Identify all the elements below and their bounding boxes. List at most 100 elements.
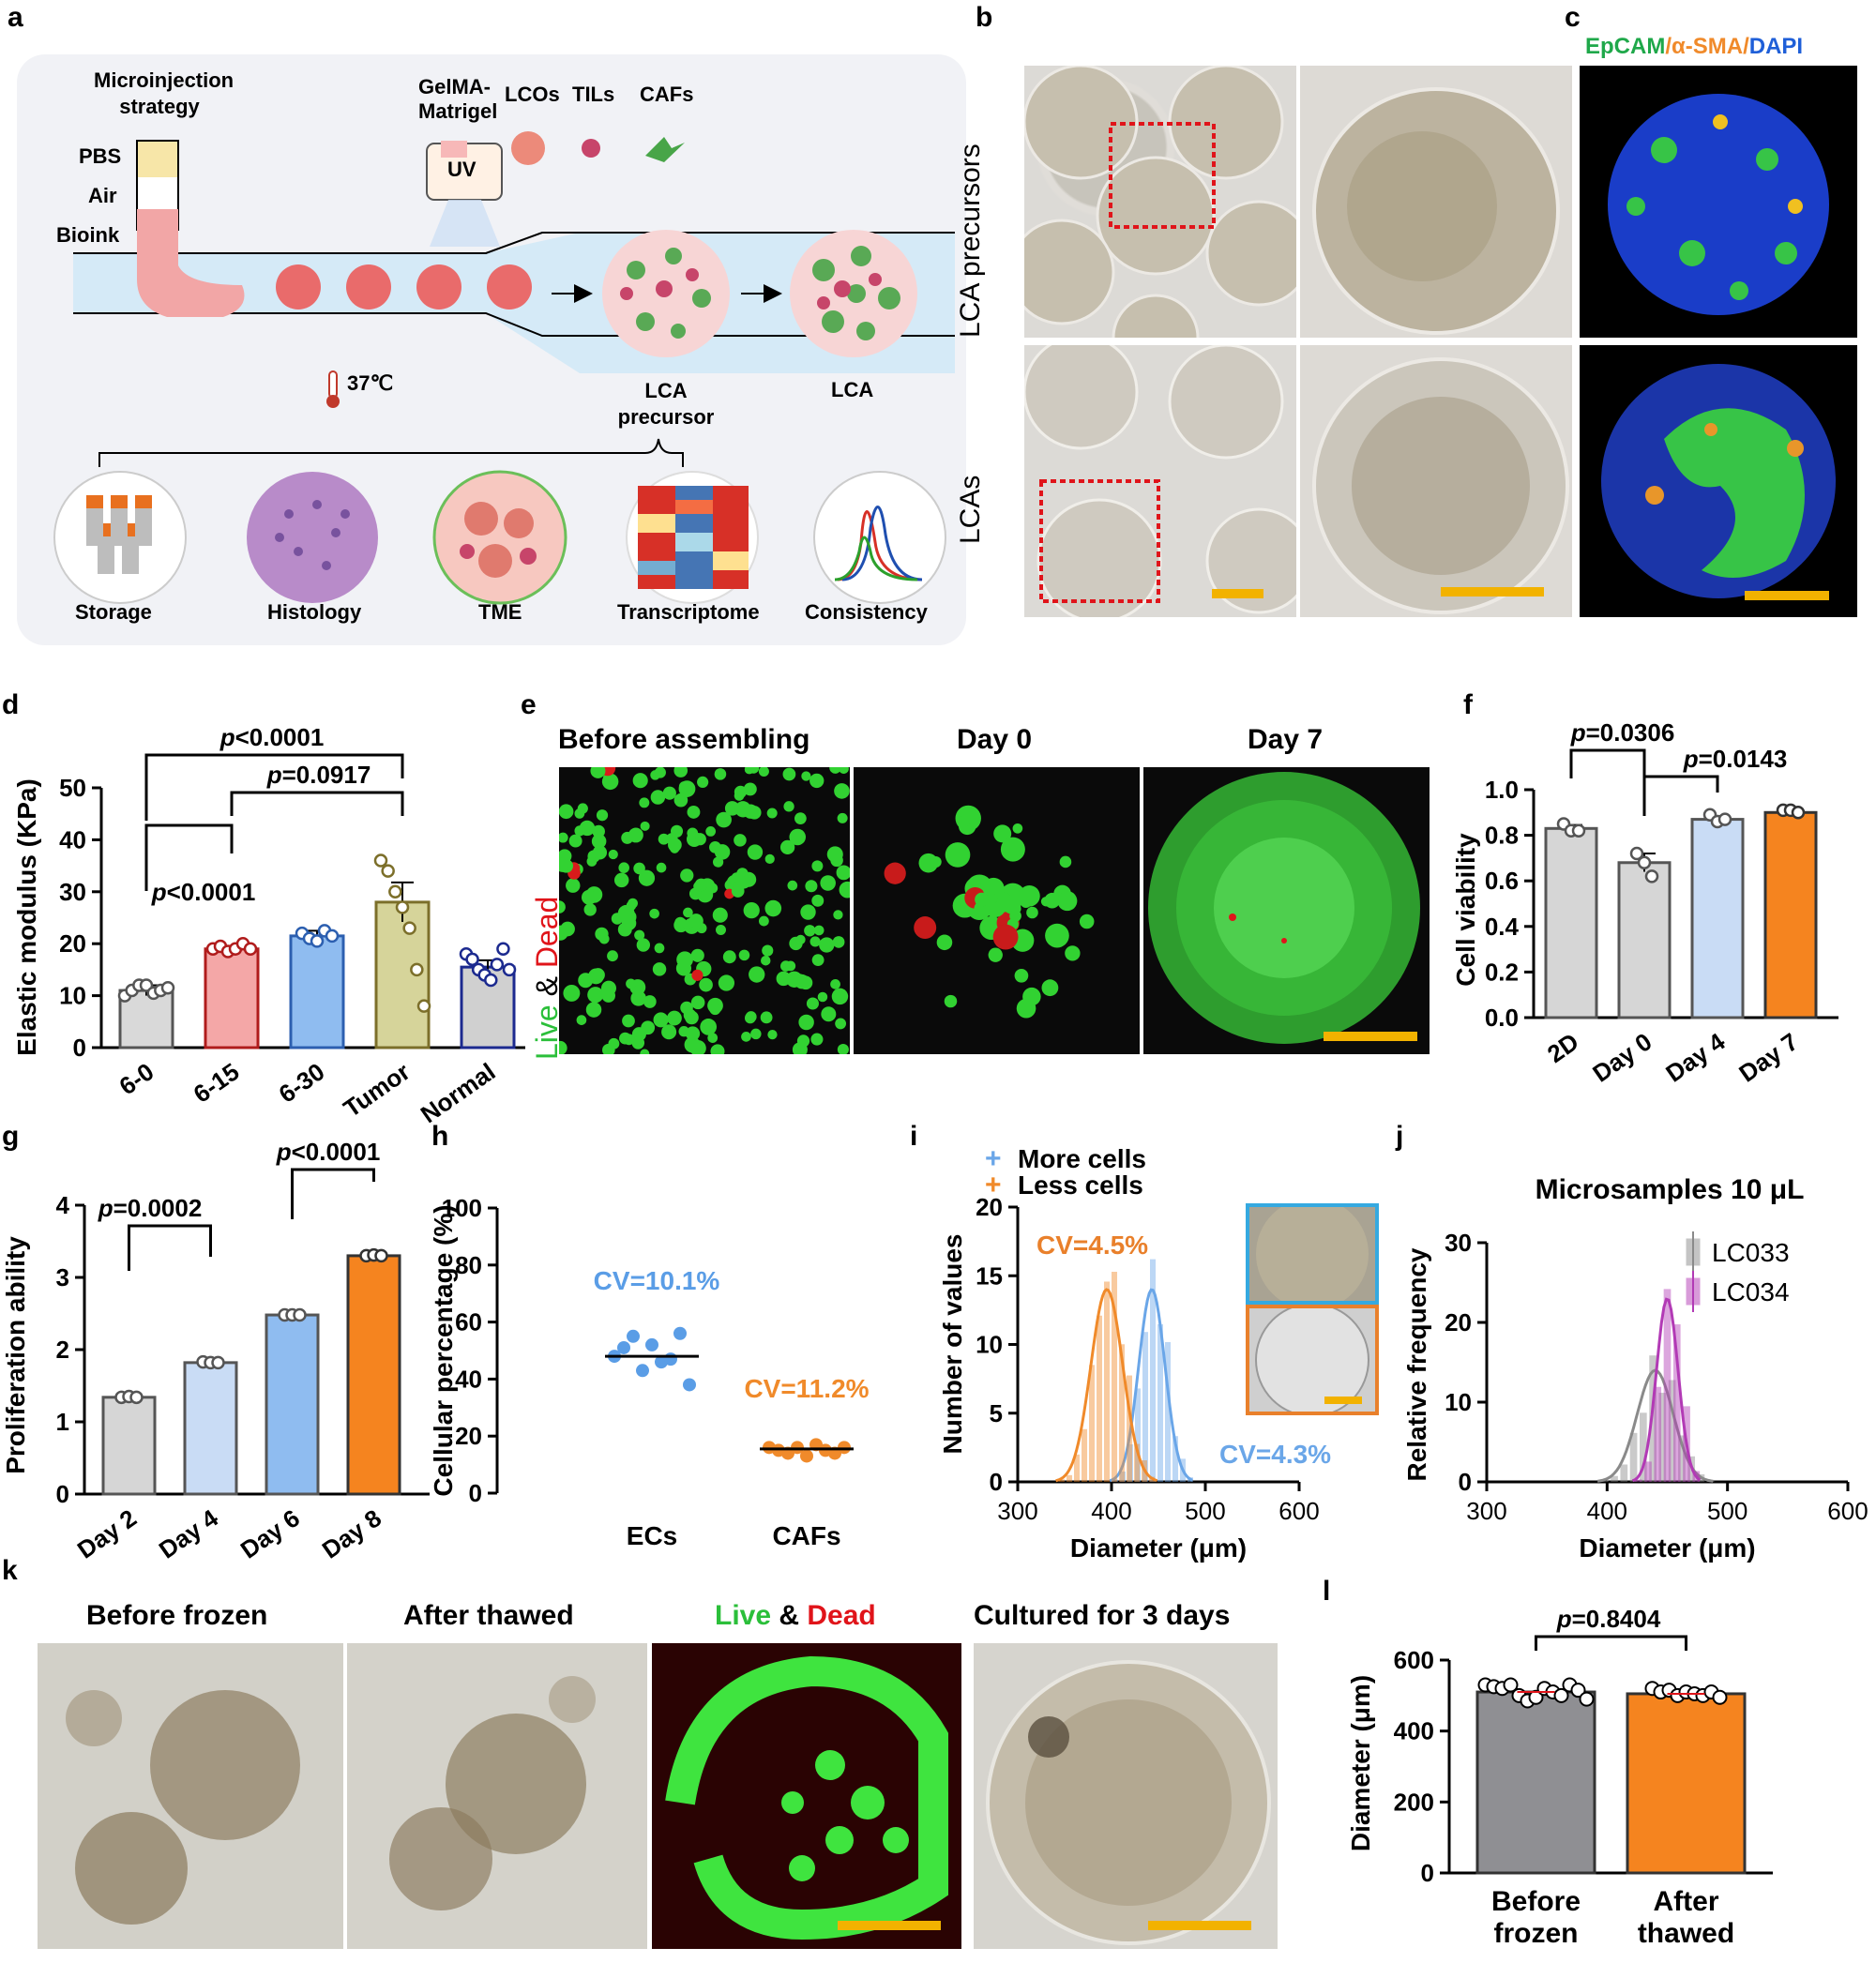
data-point xyxy=(1644,869,1659,883)
histogram-bar xyxy=(1629,1432,1638,1482)
y-axis-label: Proliferation ability xyxy=(1,1236,30,1474)
cell-dot xyxy=(749,966,765,983)
data-point xyxy=(490,958,505,972)
cell-dot xyxy=(758,767,769,777)
bar xyxy=(289,934,345,1049)
inset-more-cells xyxy=(1246,1203,1379,1305)
x-tick-label: Day 4 xyxy=(1660,1027,1730,1088)
cell-dot xyxy=(741,1032,751,1042)
cell-dot xyxy=(758,915,769,927)
data-point xyxy=(1579,1691,1595,1707)
p-value-label: p=0.8404 xyxy=(1556,1605,1661,1633)
cell-dot xyxy=(662,786,676,800)
channel-bottom-wall xyxy=(73,312,955,337)
droplet xyxy=(346,264,391,310)
fit-curve xyxy=(1631,1297,1702,1483)
data-point xyxy=(1570,1683,1586,1699)
cell-dot xyxy=(747,844,764,860)
cell-dot xyxy=(559,804,574,820)
cell-dot xyxy=(578,973,594,989)
data-point xyxy=(410,962,424,977)
cell-dot xyxy=(656,862,667,873)
app-consistency: Consistency xyxy=(805,600,928,624)
cell-dot xyxy=(993,824,1012,843)
cell-dot xyxy=(716,811,732,828)
stain-epcam: EpCAM xyxy=(1585,34,1666,59)
x-tick-label: 6-15 xyxy=(189,1057,245,1108)
cell-dot xyxy=(596,809,609,822)
cell-dot xyxy=(718,974,735,991)
cell-dot xyxy=(639,797,650,808)
cv-label: CV=4.5% xyxy=(1036,1231,1148,1260)
p-value-label: p=0.0306 xyxy=(1570,718,1675,747)
chart-title: Microsamples 10 μL xyxy=(1536,1174,1805,1205)
caf-icon xyxy=(645,137,685,162)
y-tick-label: 100 xyxy=(442,1194,482,1222)
x-tick-label: thawed xyxy=(1638,1918,1734,1949)
cell-dot xyxy=(744,1012,756,1024)
app-tme: TME xyxy=(478,600,522,624)
histogram-bar xyxy=(1600,1480,1609,1482)
histogram-bar xyxy=(1672,1324,1681,1482)
e-title-before: Before assembling xyxy=(558,724,810,755)
data-point xyxy=(1629,846,1644,861)
micrograph-before-frozen xyxy=(38,1643,343,1949)
y-tick-label: 0.4 xyxy=(1485,913,1520,941)
y-tick-label: 1.0 xyxy=(1485,776,1519,804)
histogram-bar xyxy=(1067,1474,1072,1482)
cell-dot xyxy=(1045,923,1069,948)
cell-dot xyxy=(680,868,694,883)
data-point xyxy=(484,973,498,988)
cell-dot xyxy=(743,782,757,796)
histogram-bar xyxy=(1639,1412,1647,1482)
data-point xyxy=(1712,1689,1728,1705)
y-tick-label: 5 xyxy=(990,1399,1003,1427)
y-tick-label: 400 xyxy=(1394,1717,1434,1745)
x-tick-label: ECs xyxy=(627,1521,677,1550)
thermometer-icon xyxy=(328,370,338,399)
cell-dot xyxy=(1041,979,1059,997)
cell-dot xyxy=(722,950,736,964)
cell-dot xyxy=(688,914,704,929)
micrograph-after-thawed xyxy=(347,1643,647,1949)
data-point xyxy=(160,981,175,995)
app-histology: Histology xyxy=(267,600,362,624)
cell-dot xyxy=(591,834,607,849)
histogram-bar xyxy=(1668,1380,1676,1482)
cell-dot xyxy=(632,773,648,789)
y-axis-label: Diameter (μm) xyxy=(1346,1675,1375,1851)
stain-asma: /α-SMA/ xyxy=(1665,34,1749,59)
fit-curve xyxy=(1109,1288,1193,1483)
cell-dot xyxy=(787,880,798,891)
data-point xyxy=(1571,823,1586,838)
histogram-bar xyxy=(1074,1454,1080,1482)
cell-dot xyxy=(618,862,629,873)
cell-dot xyxy=(634,929,645,941)
e-title-day7: Day 7 xyxy=(1248,724,1324,755)
fit-curve xyxy=(1055,1288,1158,1483)
bioink-plug xyxy=(137,209,245,317)
app-transcriptome: Transcriptome xyxy=(617,600,760,624)
cell-dot xyxy=(1044,892,1060,909)
p-value-label: p<0.0001 xyxy=(151,878,256,906)
consistency-circle xyxy=(813,471,946,604)
y-tick-label: 600 xyxy=(1394,1646,1434,1674)
stain-dapi: DAPI xyxy=(1748,34,1804,59)
y-tick-label: 20 xyxy=(59,929,86,958)
cell-dot xyxy=(809,773,825,789)
y-tick-label: 200 xyxy=(1394,1788,1434,1816)
data-point xyxy=(211,1355,225,1370)
legend-entry: LC033 xyxy=(1712,1238,1790,1267)
data-point xyxy=(129,1390,144,1405)
cell-dot xyxy=(936,934,953,951)
cell-dot xyxy=(1079,914,1095,929)
histogram-bar xyxy=(1112,1272,1117,1482)
cell-dot xyxy=(785,960,796,972)
bar xyxy=(1475,1690,1596,1875)
uv-label: UV xyxy=(447,158,477,181)
lco-icon xyxy=(511,131,545,165)
histogram-bar xyxy=(1134,1443,1140,1482)
cell-dot xyxy=(585,1002,602,1018)
x-tick-label: 300 xyxy=(997,1497,1037,1525)
panel-label-c: c xyxy=(1565,2,1581,33)
